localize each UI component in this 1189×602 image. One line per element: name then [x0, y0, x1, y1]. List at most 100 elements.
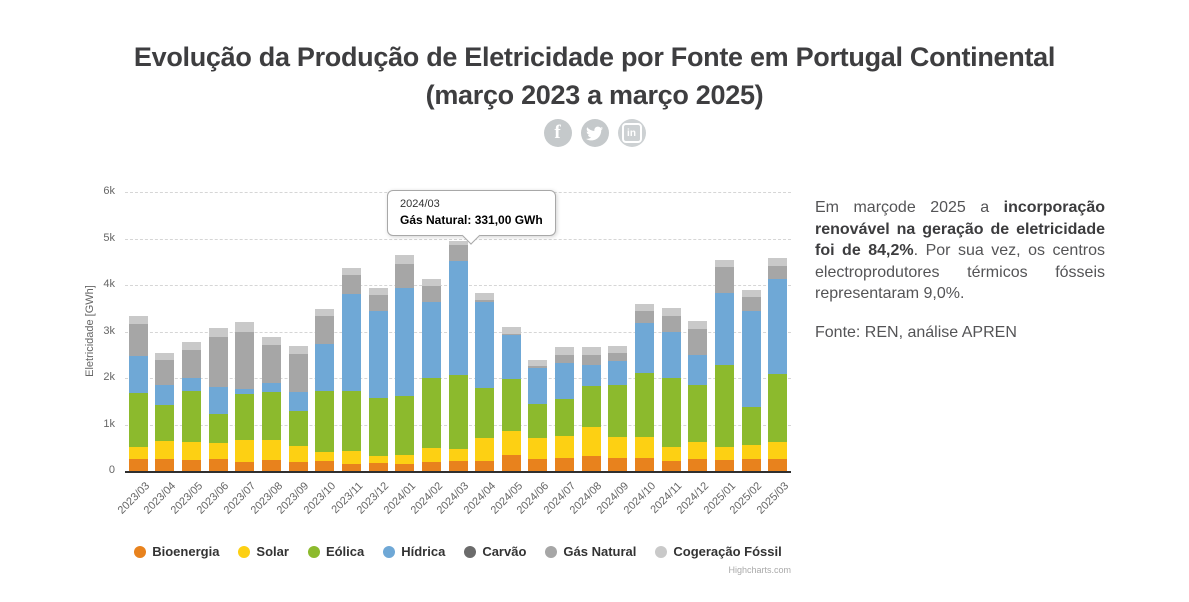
bar-segment-gás-natural[interactable] — [128, 324, 148, 356]
bar-segment-eólica[interactable] — [368, 398, 388, 457]
legend-item-eólica[interactable]: Eólica — [307, 544, 364, 559]
bar-segment-cogeração-fóssil[interactable] — [714, 259, 734, 268]
bar-segment-hídrica[interactable] — [581, 364, 601, 387]
bar-segment-hídrica[interactable] — [634, 322, 654, 373]
bar-2024/05[interactable] — [501, 327, 521, 471]
bar-2024/08[interactable] — [581, 347, 601, 471]
bar-segment-eólica[interactable] — [421, 378, 441, 448]
bar-segment-hídrica[interactable] — [395, 288, 415, 397]
bar-2024/02[interactable] — [421, 279, 441, 471]
bar-segment-cogeração-fóssil[interactable] — [661, 307, 681, 316]
bar-segment-bioenergia[interactable] — [634, 457, 654, 471]
bar-segment-bioenergia[interactable] — [608, 458, 628, 471]
facebook-share-button[interactable]: f — [543, 119, 572, 147]
bar-segment-solar[interactable] — [288, 446, 308, 463]
bar-segment-eólica[interactable] — [688, 385, 708, 442]
bar-2023/05[interactable] — [182, 341, 202, 471]
bar-segment-bioenergia[interactable] — [581, 456, 601, 471]
bar-segment-eólica[interactable] — [581, 386, 601, 428]
bar-segment-cogeração-fóssil[interactable] — [128, 315, 148, 325]
legend-item-solar[interactable]: Solar — [238, 544, 289, 559]
bar-segment-bioenergia[interactable] — [768, 459, 788, 471]
bar-2024/03[interactable] — [448, 240, 468, 471]
bar-segment-bioenergia[interactable] — [688, 459, 708, 471]
bar-segment-bioenergia[interactable] — [262, 459, 282, 471]
bar-segment-cogeração-fóssil[interactable] — [341, 267, 361, 275]
bar-segment-cogeração-fóssil[interactable] — [208, 327, 228, 337]
bar-segment-hídrica[interactable] — [475, 302, 495, 388]
bar-segment-solar[interactable] — [155, 441, 175, 460]
bar-segment-solar[interactable] — [395, 454, 415, 464]
bar-segment-gás-natural[interactable] — [608, 352, 628, 362]
bar-2023/12[interactable] — [368, 288, 388, 471]
bar-segment-gás-natural[interactable] — [475, 299, 495, 303]
bar-segment-hídrica[interactable] — [608, 361, 628, 385]
bar-segment-gás-natural[interactable] — [741, 297, 761, 311]
bar-2023/07[interactable] — [235, 321, 255, 471]
bar-segment-eólica[interactable] — [208, 413, 228, 443]
bar-segment-solar[interactable] — [341, 451, 361, 465]
bar-segment-eólica[interactable] — [634, 372, 654, 437]
linkedin-share-button[interactable]: in — [617, 119, 646, 147]
bar-2025/02[interactable] — [741, 290, 761, 471]
bar-segment-hídrica[interactable] — [128, 355, 148, 394]
bar-segment-eólica[interactable] — [395, 396, 415, 455]
highcharts-credit-link[interactable]: Highcharts.com — [728, 565, 791, 575]
bar-2024/01[interactable] — [395, 255, 415, 471]
bar-segment-hídrica[interactable] — [341, 293, 361, 392]
bar-segment-hídrica[interactable] — [501, 334, 521, 379]
bar-2024/11[interactable] — [661, 307, 681, 471]
bar-segment-solar[interactable] — [182, 441, 202, 461]
bar-2023/04[interactable] — [155, 352, 175, 471]
bar-segment-eólica[interactable] — [608, 385, 628, 437]
bar-segment-solar[interactable] — [714, 446, 734, 460]
bar-segment-gás-natural[interactable] — [421, 286, 441, 303]
bar-segment-bioenergia[interactable] — [235, 461, 255, 471]
bar-2024/09[interactable] — [608, 346, 628, 471]
bar-2023/09[interactable] — [288, 345, 308, 471]
bar-segment-cogeração-fóssil[interactable] — [634, 303, 654, 312]
bar-segment-solar[interactable] — [634, 436, 654, 458]
bar-segment-cogeração-fóssil[interactable] — [155, 352, 175, 360]
bar-segment-hídrica[interactable] — [368, 311, 388, 399]
bar-segment-cogeração-fóssil[interactable] — [581, 347, 601, 355]
bar-segment-eólica[interactable] — [235, 394, 255, 441]
bar-2024/07[interactable] — [555, 347, 575, 471]
bar-2023/08[interactable] — [262, 337, 282, 471]
bar-segment-cogeração-fóssil[interactable] — [741, 290, 761, 298]
bar-segment-cogeração-fóssil[interactable] — [608, 346, 628, 353]
bar-segment-gás-natural[interactable] — [182, 350, 202, 379]
bar-segment-hídrica[interactable] — [235, 389, 255, 395]
bar-segment-solar[interactable] — [581, 427, 601, 457]
bar-segment-gás-natural[interactable] — [315, 316, 335, 345]
bar-segment-gás-natural[interactable] — [235, 331, 255, 390]
bar-segment-gás-natural[interactable] — [262, 345, 282, 384]
bar-segment-bioenergia[interactable] — [501, 455, 521, 471]
bar-segment-hídrica[interactable] — [315, 344, 335, 392]
bar-segment-cogeração-fóssil[interactable] — [315, 308, 335, 317]
bar-segment-bioenergia[interactable] — [475, 460, 495, 471]
bar-segment-solar[interactable] — [421, 447, 441, 462]
bar-segment-hídrica[interactable] — [741, 310, 761, 407]
bar-segment-hídrica[interactable] — [714, 293, 734, 366]
bar-segment-bioenergia[interactable] — [528, 459, 548, 471]
bar-segment-cogeração-fóssil[interactable] — [421, 279, 441, 287]
bar-segment-hídrica[interactable] — [208, 387, 228, 414]
bar-segment-solar[interactable] — [661, 447, 681, 462]
bar-segment-bioenergia[interactable] — [661, 461, 681, 471]
bar-2023/03[interactable] — [128, 315, 148, 471]
bar-segment-gás-natural[interactable] — [368, 295, 388, 312]
bar-segment-eólica[interactable] — [714, 365, 734, 447]
bar-segment-bioenergia[interactable] — [315, 460, 335, 471]
bar-segment-eólica[interactable] — [182, 391, 202, 442]
bar-segment-cogeração-fóssil[interactable] — [475, 292, 495, 300]
bar-segment-gás-natural[interactable] — [208, 336, 228, 388]
bar-segment-hídrica[interactable] — [688, 355, 708, 385]
bar-segment-gás-natural[interactable] — [288, 353, 308, 393]
bar-segment-cogeração-fóssil[interactable] — [395, 255, 415, 264]
bar-segment-cogeração-fóssil[interactable] — [688, 320, 708, 329]
bar-segment-cogeração-fóssil[interactable] — [501, 327, 521, 334]
bar-segment-bioenergia[interactable] — [555, 457, 575, 471]
bar-segment-cogeração-fóssil[interactable] — [262, 337, 282, 346]
bar-segment-gás-natural[interactable] — [555, 354, 575, 364]
